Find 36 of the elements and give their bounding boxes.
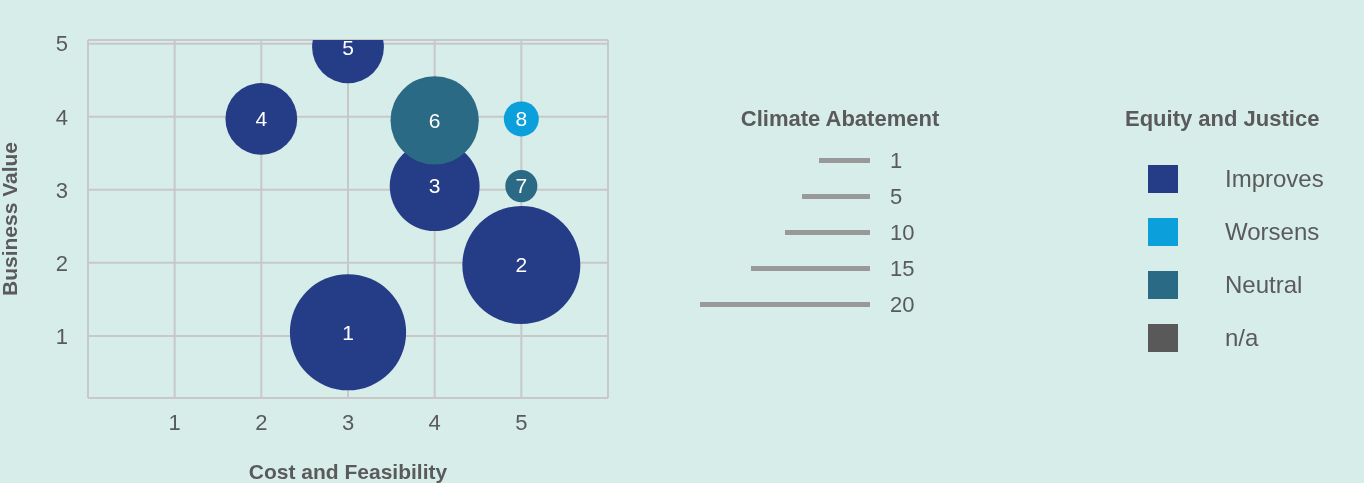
legend-label: n/a	[1225, 323, 1259, 352]
annotation: 5	[342, 35, 354, 59]
bar	[802, 194, 870, 199]
annotation: 2	[515, 253, 528, 277]
legend-label: Improves	[1225, 164, 1324, 193]
annotation: 8	[515, 107, 528, 131]
annotation: 3	[428, 174, 441, 198]
y-tick-label: 5	[55, 31, 68, 57]
y-tick-label: 4	[55, 104, 68, 130]
bar	[700, 302, 870, 307]
y-tick-label: 20	[890, 291, 915, 317]
y-axis-title: Business Value	[0, 141, 22, 297]
y-tick-label: 1	[890, 147, 903, 173]
y-tick-label: 5	[890, 183, 903, 209]
annotation: 6	[428, 108, 441, 132]
legend-label: Worsens	[1225, 217, 1320, 246]
legend-title: Equity and Justice	[1125, 106, 1321, 132]
y-tick-label: 3	[55, 177, 68, 203]
x-tick-label: 5	[515, 409, 528, 435]
annotation: 7	[515, 174, 528, 198]
annotation: 4	[255, 107, 268, 131]
legend-label: Neutral	[1225, 270, 1303, 299]
x-axis-title: Cost and Feasibility	[248, 460, 448, 483]
x-tick-label: 1	[168, 409, 181, 435]
y-tick-label: 10	[890, 219, 915, 245]
y-tick-label: 15	[890, 255, 915, 281]
chart-title: Climate Abatement	[739, 106, 941, 132]
bar	[819, 158, 870, 163]
y-tick-label: 2	[55, 250, 68, 276]
x-tick-label: 2	[255, 409, 268, 435]
bar	[785, 230, 870, 235]
bar	[751, 266, 870, 271]
x-tick-label: 4	[428, 409, 441, 435]
x-tick-label: 3	[341, 409, 355, 435]
y-tick-label: 1	[55, 323, 68, 349]
annotation: 1	[342, 320, 354, 344]
